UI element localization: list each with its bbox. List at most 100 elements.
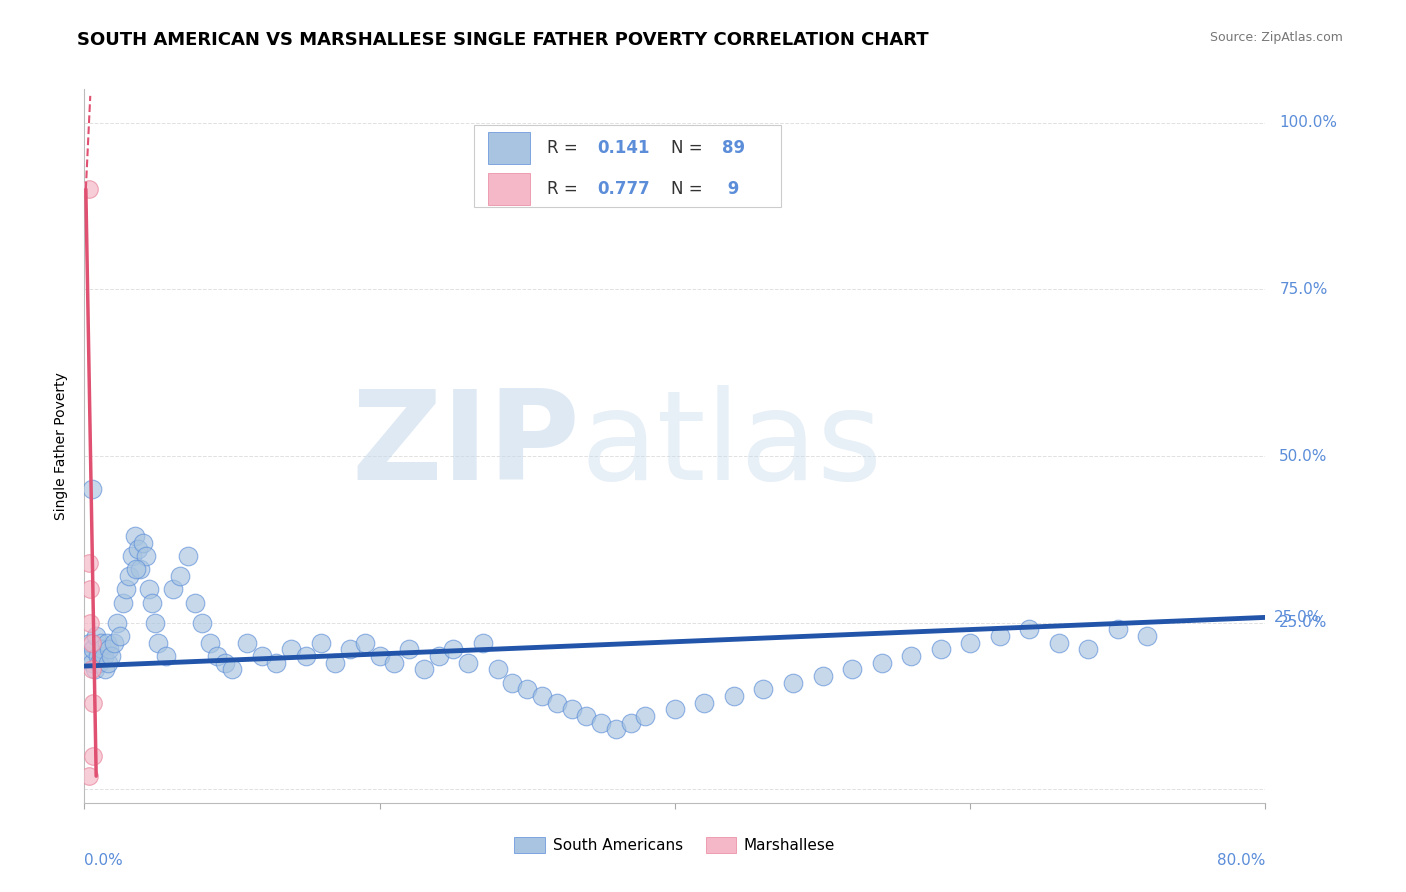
Point <box>664 702 686 716</box>
Point <box>91 642 114 657</box>
Point <box>94 662 117 676</box>
Point <box>111 596 134 610</box>
Point <box>77 182 100 196</box>
FancyBboxPatch shape <box>474 125 782 207</box>
Point <box>368 649 391 664</box>
Point <box>214 656 236 670</box>
Text: R =: R = <box>547 139 583 157</box>
Point <box>125 562 148 576</box>
Text: 25.0%: 25.0% <box>1279 615 1327 631</box>
Text: atlas: atlas <box>581 385 883 507</box>
Point <box>841 662 863 676</box>
Text: 0.0%: 0.0% <box>84 853 124 868</box>
Legend: South Americans, Marshallese: South Americans, Marshallese <box>509 831 841 859</box>
Point <box>988 629 1011 643</box>
Point <box>77 649 100 664</box>
Point <box>96 636 118 650</box>
Point <box>236 636 259 650</box>
Text: Source: ZipAtlas.com: Source: ZipAtlas.com <box>1209 31 1343 45</box>
Text: 100.0%: 100.0% <box>1279 115 1337 130</box>
Bar <box>488 173 530 205</box>
Text: N =: N = <box>671 180 703 198</box>
Text: 0.141: 0.141 <box>598 139 650 157</box>
Point <box>309 636 332 650</box>
Point <box>118 569 141 583</box>
Point <box>80 636 103 650</box>
Point <box>80 656 103 670</box>
Point <box>79 615 101 630</box>
Point <box>127 542 149 557</box>
Point <box>959 636 981 650</box>
Text: SOUTH AMERICAN VS MARSHALLESE SINGLE FATHER POVERTY CORRELATION CHART: SOUTH AMERICAN VS MARSHALLESE SINGLE FAT… <box>77 31 929 49</box>
Point <box>221 662 243 676</box>
Point <box>250 649 273 664</box>
Point <box>148 636 170 650</box>
Bar <box>488 132 530 164</box>
Point <box>486 662 509 676</box>
Point <box>870 656 893 670</box>
Point <box>1018 623 1040 637</box>
Point <box>443 642 465 657</box>
Point <box>516 682 538 697</box>
Point <box>114 582 136 597</box>
Point <box>143 615 166 630</box>
Point <box>929 642 952 657</box>
Point <box>108 629 131 643</box>
Point <box>811 669 834 683</box>
Text: R =: R = <box>547 180 583 198</box>
Point <box>121 549 143 563</box>
Point <box>79 582 101 597</box>
Point <box>413 662 436 676</box>
Point <box>693 696 716 710</box>
Point <box>80 483 103 497</box>
Point <box>97 656 120 670</box>
Point <box>561 702 583 716</box>
Point <box>84 629 107 643</box>
Text: 80.0%: 80.0% <box>1218 853 1265 868</box>
Point <box>184 596 207 610</box>
Point <box>138 582 160 597</box>
Point <box>207 649 229 664</box>
Point <box>354 636 377 650</box>
Point <box>77 769 100 783</box>
Point <box>141 596 163 610</box>
Point <box>1136 629 1159 643</box>
Point <box>266 656 288 670</box>
Point <box>546 696 568 710</box>
Point <box>82 749 104 764</box>
Point <box>339 642 361 657</box>
Point <box>98 642 121 657</box>
Text: 0.777: 0.777 <box>598 180 650 198</box>
Point <box>80 662 103 676</box>
Text: 50.0%: 50.0% <box>1279 449 1327 464</box>
Point <box>723 689 745 703</box>
Point <box>1047 636 1070 650</box>
Point <box>105 615 128 630</box>
Point <box>457 656 479 670</box>
Point <box>100 649 122 664</box>
Text: 89: 89 <box>723 139 745 157</box>
Point <box>634 709 657 723</box>
Point <box>82 642 104 657</box>
Point <box>86 649 108 664</box>
Point <box>620 715 643 730</box>
Point <box>83 662 105 676</box>
Point <box>129 562 152 576</box>
Point <box>280 642 302 657</box>
Text: ZIP: ZIP <box>352 385 581 507</box>
Point <box>90 636 112 650</box>
Text: 25.0%: 25.0% <box>1274 610 1322 625</box>
Point <box>132 535 155 549</box>
Point <box>398 642 420 657</box>
Point <box>472 636 495 650</box>
Point <box>1107 623 1129 637</box>
Point <box>1077 642 1099 657</box>
Point <box>162 582 184 597</box>
Point <box>575 709 598 723</box>
Y-axis label: Single Father Poverty: Single Father Poverty <box>55 372 69 520</box>
Text: 75.0%: 75.0% <box>1279 282 1327 297</box>
Point <box>900 649 922 664</box>
Point <box>191 615 214 630</box>
Point <box>155 649 177 664</box>
Point <box>87 656 111 670</box>
